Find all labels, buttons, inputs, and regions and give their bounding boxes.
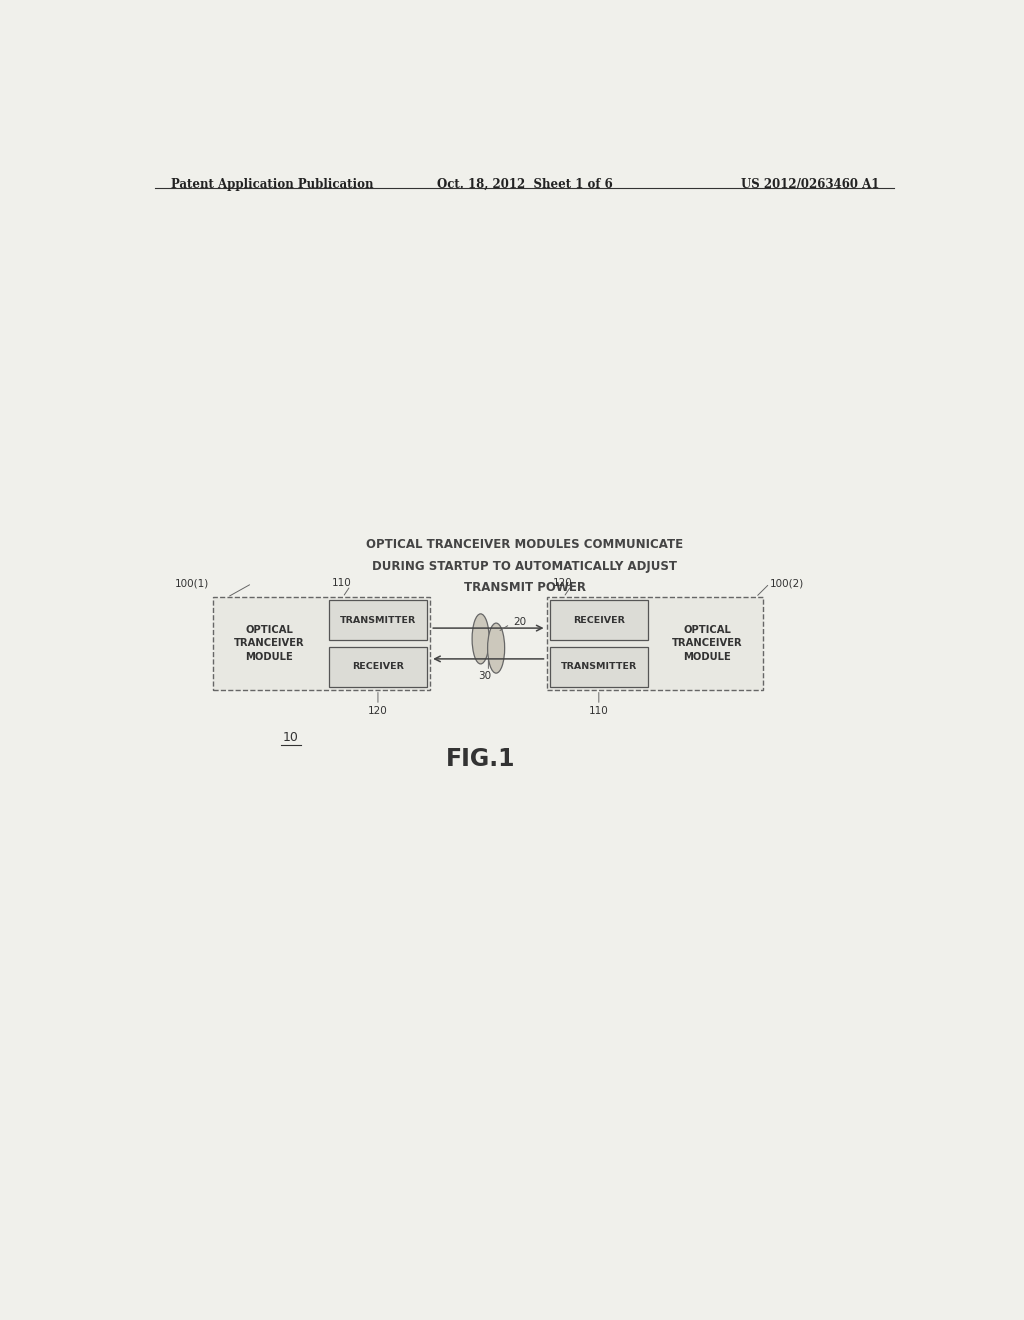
Text: 110: 110 — [332, 578, 351, 589]
Bar — [329, 601, 427, 640]
Text: 10: 10 — [283, 730, 299, 743]
Text: US 2012/0263460 A1: US 2012/0263460 A1 — [741, 178, 880, 190]
Ellipse shape — [472, 614, 489, 664]
Bar — [213, 597, 430, 689]
Text: DURING STARTUP TO AUTOMATICALLY ADJUST: DURING STARTUP TO AUTOMATICALLY ADJUST — [373, 560, 677, 573]
Text: 100(1): 100(1) — [175, 578, 209, 589]
Bar — [550, 647, 648, 686]
Text: Oct. 18, 2012  Sheet 1 of 6: Oct. 18, 2012 Sheet 1 of 6 — [437, 178, 612, 190]
Text: OPTICAL
TRANCEIVER
MODULE: OPTICAL TRANCEIVER MODULE — [672, 626, 742, 661]
Ellipse shape — [487, 623, 505, 673]
Bar — [547, 597, 764, 689]
Text: RECEIVER: RECEIVER — [572, 616, 625, 624]
Text: OPTICAL
TRANCEIVER
MODULE: OPTICAL TRANCEIVER MODULE — [234, 626, 305, 661]
Text: 110: 110 — [589, 706, 608, 717]
Bar — [329, 647, 427, 686]
Text: 20: 20 — [513, 616, 526, 627]
Text: FIG.1: FIG.1 — [445, 747, 515, 771]
Text: 120: 120 — [368, 706, 388, 717]
Text: TRANSMITTER: TRANSMITTER — [561, 663, 637, 671]
Text: RECEIVER: RECEIVER — [352, 663, 403, 671]
Text: TRANSMITTER: TRANSMITTER — [340, 616, 416, 624]
Text: 100(2): 100(2) — [770, 578, 804, 589]
Text: TRANSMIT POWER: TRANSMIT POWER — [464, 581, 586, 594]
Bar — [550, 601, 648, 640]
Text: 120: 120 — [553, 578, 572, 589]
Text: 30: 30 — [478, 671, 492, 681]
Text: OPTICAL TRANCEIVER MODULES COMMUNICATE: OPTICAL TRANCEIVER MODULES COMMUNICATE — [367, 539, 683, 552]
Text: Patent Application Publication: Patent Application Publication — [171, 178, 373, 190]
